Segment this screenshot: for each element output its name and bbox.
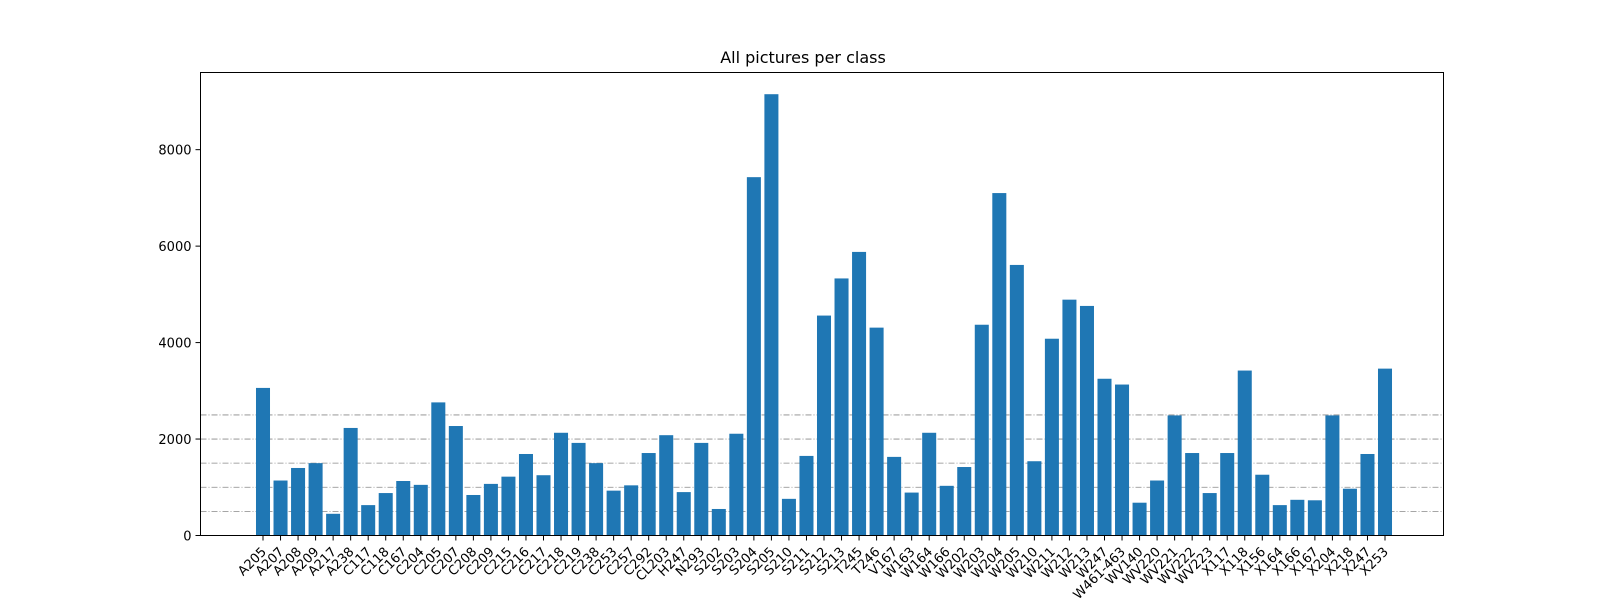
- bar-a217: [326, 513, 341, 536]
- y-axis: 0 2000 4000 6000 8000: [158, 144, 201, 545]
- bar-c207: [448, 426, 463, 536]
- bar-c204: [413, 484, 428, 536]
- plot-frame: [200, 72, 1444, 536]
- bar-c215: [501, 476, 516, 536]
- bar-s205: [764, 94, 779, 536]
- bar-s212: [816, 315, 832, 536]
- bar-x218: [1342, 488, 1357, 536]
- bar-w247: [1097, 378, 1112, 536]
- bar-c117: [361, 505, 376, 536]
- bar-w205: [1009, 264, 1024, 536]
- bar-s210: [781, 498, 796, 536]
- x-axis: A205A207A208A209A217A238C117C118C167C204…: [235, 535, 1392, 603]
- bar-x167: [1307, 500, 1322, 536]
- bar-w163: [904, 492, 919, 536]
- bar-c217: [536, 475, 551, 536]
- chart-title: All pictures per class: [720, 48, 886, 67]
- bar-c167: [396, 481, 411, 536]
- bar-n293: [694, 442, 709, 536]
- y-tick-label: 2000: [158, 433, 191, 448]
- bar-x253: [1377, 368, 1393, 536]
- bar-w210: [1027, 461, 1042, 536]
- bar-x247: [1360, 453, 1375, 536]
- bar-wv222: [1185, 453, 1200, 536]
- bar-w213: [1079, 305, 1094, 536]
- bar-wv140: [1132, 502, 1147, 536]
- bar-x166: [1290, 499, 1305, 536]
- bar-c219: [571, 442, 586, 536]
- bar-a209: [308, 463, 323, 536]
- bar-v167: [887, 456, 902, 536]
- bar-w203: [974, 324, 989, 536]
- bar-a208: [291, 467, 306, 536]
- bar-c209: [483, 483, 498, 536]
- bar-c257: [624, 485, 639, 536]
- y-tick-label: 8000: [158, 144, 191, 159]
- bar-x156: [1255, 474, 1270, 536]
- bar-s204: [746, 177, 761, 536]
- y-tick-label: 6000: [158, 240, 191, 255]
- bar-s203: [729, 433, 744, 536]
- bar-wv223: [1202, 493, 1217, 536]
- bar-c253: [606, 490, 621, 536]
- bar-wv220: [1150, 480, 1165, 536]
- bar-x164: [1272, 505, 1287, 536]
- bar-c216: [518, 453, 533, 536]
- bar-w202: [957, 467, 972, 536]
- bar-c208: [466, 494, 481, 536]
- bar-t245: [852, 251, 867, 536]
- bar-a205: [255, 387, 271, 536]
- bar-a207: [273, 480, 288, 536]
- bar-x204: [1325, 415, 1340, 536]
- bar-s211: [799, 455, 814, 536]
- bar-c292: [641, 453, 656, 536]
- bar-wv221: [1167, 415, 1182, 536]
- bar-c205: [431, 402, 446, 536]
- bar-c218: [554, 432, 569, 536]
- bar-x117: [1220, 453, 1235, 536]
- bar-c238: [589, 463, 604, 536]
- bar-x118: [1237, 370, 1252, 536]
- bar-w164: [922, 432, 937, 536]
- y-tick-label: 4000: [158, 337, 191, 352]
- bar-a238: [343, 427, 358, 536]
- bar-h247: [676, 492, 691, 536]
- bar-w212: [1062, 299, 1077, 536]
- bars: [255, 94, 1393, 536]
- bar-cl203: [659, 435, 674, 536]
- bar-s213: [834, 278, 849, 536]
- bar-s202: [711, 508, 726, 536]
- bar-w211: [1044, 338, 1059, 536]
- bar-t246: [869, 327, 884, 536]
- bar-c118: [378, 493, 393, 536]
- bar-w461-463: [1115, 384, 1130, 536]
- bar-w166: [939, 485, 954, 536]
- y-tick-label: 0: [183, 530, 191, 545]
- bar-w204: [992, 193, 1007, 536]
